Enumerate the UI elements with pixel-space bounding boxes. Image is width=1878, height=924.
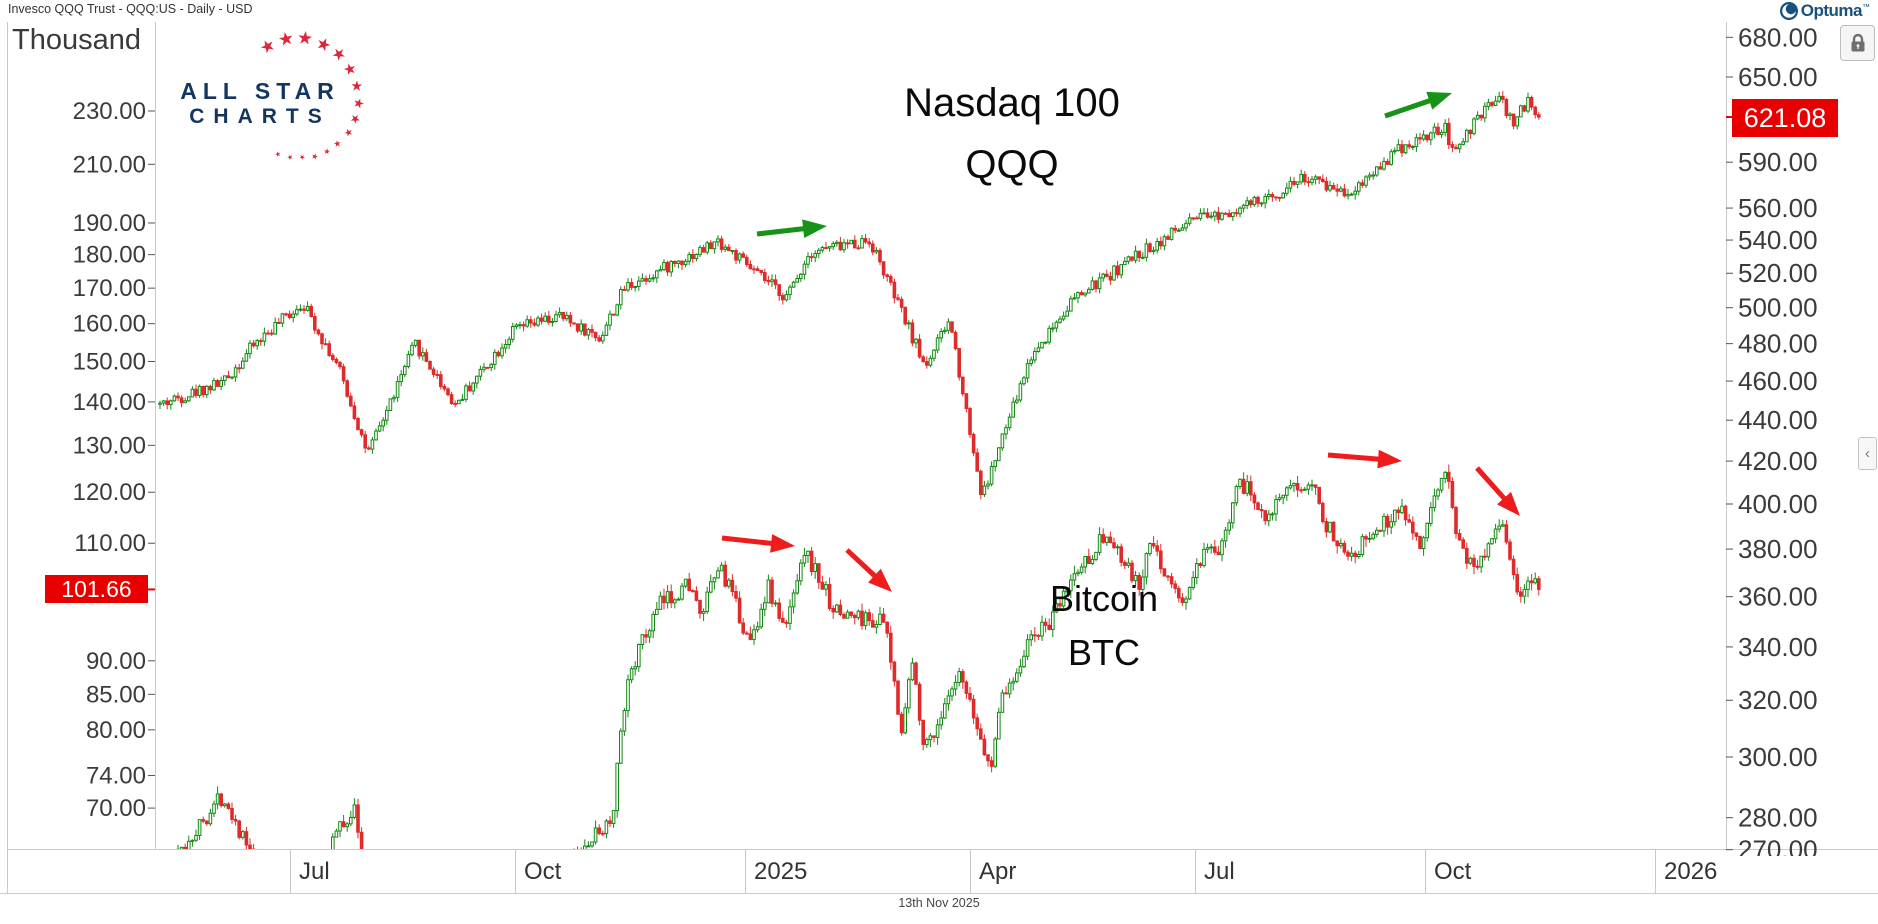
left-axis-tick-label: 85.00 <box>86 681 146 708</box>
candlestick-series <box>176 464 1541 849</box>
star-icon: ★ <box>274 148 283 158</box>
x-axis-label: Jul <box>1204 858 1235 885</box>
star-icon: ★ <box>310 150 320 162</box>
right-axis-tick-label: 650.00 <box>1738 62 1818 92</box>
left-axis-tick-label: 120.00 <box>73 479 146 506</box>
panel-collapse-button[interactable]: ‹ <box>1858 437 1877 470</box>
btc-last-price-badge: 101.66 <box>45 575 148 603</box>
trend-arrow <box>1327 449 1402 469</box>
right-axis-tick-label: 300.00 <box>1738 742 1818 772</box>
left-axis-tick-label: 80.00 <box>86 717 146 744</box>
left-axis-tick-label: 74.00 <box>86 763 146 790</box>
right-axis-tick-label: 270.00 <box>1738 835 1818 865</box>
left-axis-tick-label: 180.00 <box>73 242 146 269</box>
qqq-title-line2: QQQ <box>965 143 1059 187</box>
right-axis-tick-label: 480.00 <box>1738 329 1818 359</box>
left-axis-tick-label: 160.00 <box>73 311 146 338</box>
left-axis-unit-label: Thousand <box>12 24 141 56</box>
x-axis-label: Apr <box>979 858 1016 885</box>
trend-arrow <box>1384 91 1452 119</box>
optuma-logo-text: Optuma <box>1800 1 1863 20</box>
star-icon: ★ <box>340 125 355 140</box>
left-axis-tick-label: 210.00 <box>73 151 146 178</box>
right-axis-tick-label: 420.00 <box>1738 446 1818 476</box>
star-icon: ★ <box>350 97 366 109</box>
btc-title-line1: Bitcoin <box>1049 578 1159 619</box>
star-icon: ★ <box>275 27 296 51</box>
left-axis-tick-label: 140.00 <box>73 389 146 416</box>
right-axis-tick-label: 360.00 <box>1738 582 1818 612</box>
footer-date-label: 13th Nov 2025 <box>898 896 980 910</box>
x-axis-label: Jul <box>299 858 330 885</box>
btc-title-line2: BTC <box>1068 632 1140 673</box>
allstar-logo-line1: ALL STAR <box>180 78 340 104</box>
window-title: Invesco QQQ Trust - QQQ:US - Daily - USD <box>8 2 253 16</box>
left-axis-tick-label: 110.00 <box>74 530 146 557</box>
right-axis-tick-label: 560.00 <box>1738 193 1818 223</box>
right-axis-tick-label: 380.00 <box>1738 534 1818 564</box>
x-axis-label: Oct <box>524 858 562 885</box>
star-icon: ★ <box>331 137 345 151</box>
right-axis-tick-label: 680.00 <box>1738 22 1818 52</box>
candlestick-series <box>158 91 1541 500</box>
optuma-mark-icon <box>1779 2 1798 20</box>
trend-arrow <box>721 534 795 553</box>
trend-arrow <box>845 548 892 592</box>
chevron-left-icon: ‹ <box>1865 445 1870 462</box>
right-axis-tick-label: 320.00 <box>1738 685 1818 715</box>
optuma-trademark: ™ <box>1862 2 1870 12</box>
star-icon: ★ <box>286 152 294 161</box>
right-axis-tick-label: 340.00 <box>1738 632 1818 662</box>
left-axis-tick-label: 130.00 <box>73 432 146 459</box>
star-icon: ★ <box>295 27 314 50</box>
allstar-charts-logo: ★ ★ ★ ★ ★ ★ ★ ★ ★ ★ ★ ★ ★ ★ ★ ★ ALL STAR CHARTS <box>170 28 390 165</box>
lock-icon <box>1851 33 1864 52</box>
trend-arrow <box>756 219 827 238</box>
right-axis-tick-label: 440.00 <box>1738 405 1818 435</box>
right-axis-tick-label: 280.00 <box>1738 803 1818 833</box>
allstar-logo-line2: CHARTS <box>189 105 331 128</box>
left-axis-tick-label: 170.00 <box>73 275 146 302</box>
left-axis-tick-label: 90.00 <box>86 648 146 675</box>
left-axis-tick-label: 230.00 <box>73 98 146 125</box>
right-axis-tick-label: 520.00 <box>1738 258 1818 288</box>
left-axis-tick-label: 150.00 <box>73 348 146 375</box>
right-axis-tick-label: 500.00 <box>1738 293 1818 323</box>
x-axis-label: Oct <box>1434 858 1472 885</box>
lock-button[interactable] <box>1840 25 1875 61</box>
left-axis-tick-label: 190.00 <box>73 210 146 237</box>
right-axis-tick-label: 460.00 <box>1738 366 1818 396</box>
right-axis-tick-label: 400.00 <box>1738 489 1818 519</box>
btc-chart-title: Bitcoin BTC <box>998 572 1210 680</box>
right-axis-tick-label: 590.00 <box>1738 147 1818 177</box>
right-axis-tick-label: 540.00 <box>1738 225 1818 255</box>
qqq-last-price-badge: 621.08 <box>1732 99 1838 137</box>
star-icon: ★ <box>320 145 332 157</box>
x-axis-label: 2025 <box>754 858 807 885</box>
star-icon: ★ <box>347 77 367 95</box>
x-axis-label: 2026 <box>1664 858 1717 885</box>
qqq-title-line1: Nasdaq 100 <box>904 81 1120 125</box>
star-icon: ★ <box>299 153 306 161</box>
star-icon: ★ <box>346 112 364 127</box>
trend-arrow <box>1475 466 1520 516</box>
optuma-logo: Optuma™ <box>1779 1 1870 21</box>
left-axis-tick-label: 70.00 <box>86 795 146 822</box>
qqq-chart-title: Nasdaq 100 QQQ <box>862 72 1162 196</box>
star-icon: ★ <box>339 58 362 80</box>
